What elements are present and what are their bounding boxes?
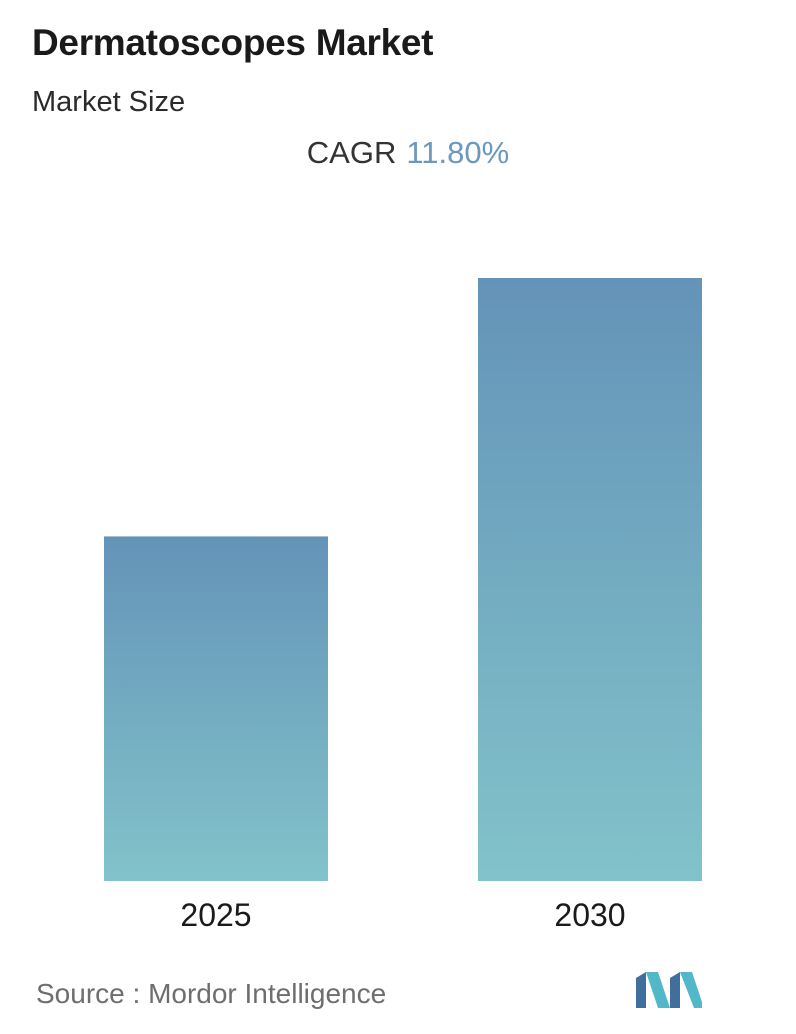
chart-subtitle: Market Size — [32, 86, 186, 118]
chart-title: Dermatoscopes Market — [32, 22, 434, 63]
x-axis-tick-labels: 2025 2030 — [180, 897, 625, 933]
cagr-value: 11.80% — [406, 135, 510, 170]
x-tick-label-2030: 2030 — [554, 897, 625, 933]
bars-layer — [104, 278, 702, 881]
cagr-annotation: CAGR 11.80% — [0, 135, 796, 171]
source-credit: Source : Mordor Intelligence — [36, 978, 386, 1010]
source-label: Source : — [36, 978, 141, 1009]
source-name: Mordor Intelligence — [148, 978, 387, 1009]
x-tick-label-2025: 2025 — [180, 897, 251, 933]
bar-chart: 2025 2030 — [104, 278, 702, 933]
cagr-label: CAGR — [306, 135, 397, 170]
mordor-intelligence-logo-icon — [636, 972, 702, 1008]
bar-2025 — [104, 536, 328, 881]
bar-2030 — [478, 278, 702, 881]
